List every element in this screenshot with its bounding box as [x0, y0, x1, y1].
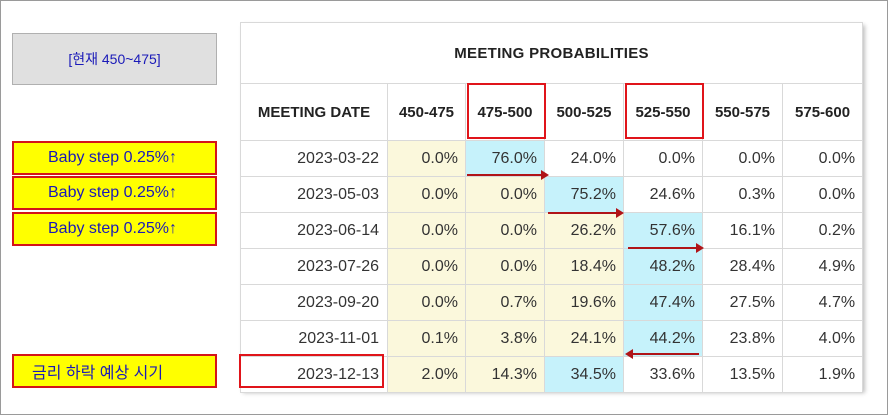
probability-cell: 23.8% — [702, 320, 783, 357]
rate-cut-text: 금리 하락 예상 시기 — [32, 365, 164, 382]
probability-cell: 0.0% — [465, 212, 545, 249]
probability-cell: 0.1% — [387, 320, 466, 357]
arrow-right-icon — [628, 243, 704, 253]
meeting-date-cell: 2023-11-01 — [240, 320, 388, 357]
probability-cell: 34.5% — [544, 356, 624, 393]
probability-cell: 0.0% — [781, 176, 864, 213]
probability-cell: 0.0% — [387, 248, 466, 285]
probability-cell: 24.1% — [544, 320, 624, 357]
rate-cut-label: 금리 하락 예상 시기 — [12, 354, 217, 388]
meeting-date-cell: 2023-06-14 — [240, 212, 388, 249]
probability-cell: 24.6% — [623, 176, 703, 213]
probability-cell: 48.2% — [623, 248, 703, 285]
meeting-date-cell: 2023-05-03 — [240, 176, 388, 213]
probability-cell: 47.4% — [623, 284, 703, 321]
table-row: 2023-05-03 0.0% 0.0% 75.2% 24.6% 0.3% 0.… — [240, 176, 864, 213]
table-row: 2023-03-22 0.0% 76.0% 24.0% 0.0% 0.0% 0.… — [240, 140, 864, 177]
meeting-date-cell: 2023-03-22 — [240, 140, 388, 177]
probability-cell: 4.9% — [781, 248, 864, 285]
probability-cell: 4.7% — [781, 284, 864, 321]
probability-cell: 44.2% — [623, 320, 703, 357]
probability-cell: 0.0% — [387, 140, 466, 177]
probability-cell: 0.0% — [465, 248, 545, 285]
baby-step-label: Baby step 0.25%↑ — [12, 176, 217, 210]
probability-cell: 19.6% — [544, 284, 624, 321]
current-range-label: [현재 450~475] — [68, 51, 161, 67]
probability-cell: 0.0% — [387, 212, 466, 249]
column-header: 575-600 — [781, 83, 864, 141]
probability-cell: 28.4% — [702, 248, 783, 285]
meeting-date-header: MEETING DATE — [240, 83, 388, 141]
probability-cell: 3.8% — [465, 320, 545, 357]
table-row: 2023-09-20 0.0% 0.7% 19.6% 47.4% 27.5% 4… — [240, 284, 864, 321]
meeting-date-cell: 2023-07-26 — [240, 248, 388, 285]
probability-cell: 2.0% — [387, 356, 466, 393]
table-row: 2023-06-14 0.0% 0.0% 26.2% 57.6% 16.1% 0… — [240, 212, 864, 249]
probability-cell: 0.0% — [702, 140, 783, 177]
probability-cell: 1.9% — [781, 356, 864, 393]
probability-cell: 75.2% — [544, 176, 624, 213]
arrow-right-icon — [467, 170, 549, 180]
probability-cell: 13.5% — [702, 356, 783, 393]
title-row: MEETING PROBABILITIES — [239, 22, 864, 84]
table-row: 2023-11-01 0.1% 3.8% 24.1% 44.2% 23.8% 4… — [240, 320, 864, 357]
column-header: 450-475 — [387, 83, 466, 141]
header-row: MEETING DATE 450-475 475-500 500-525 525… — [240, 83, 864, 141]
probability-cell: 24.0% — [544, 140, 624, 177]
baby-step-label: Baby step 0.25%↑ — [12, 141, 217, 175]
probability-cell: 57.6% — [623, 212, 703, 249]
current-range-box: [현재 450~475] — [12, 33, 217, 85]
meeting-date-cell: 2023-12-13 — [240, 356, 388, 393]
table-title: MEETING PROBABILITIES — [239, 22, 864, 84]
probability-cell: 14.3% — [465, 356, 545, 393]
baby-step-label: Baby step 0.25%↑ — [12, 212, 217, 246]
probability-cell: 0.0% — [623, 140, 703, 177]
table-row: 2023-12-13 2.0% 14.3% 34.5% 33.6% 13.5% … — [240, 356, 864, 393]
probability-cell: 27.5% — [702, 284, 783, 321]
arrow-right-icon — [548, 208, 624, 218]
baby-step-text: Baby step 0.25%↑ — [48, 184, 177, 201]
baby-step-text: Baby step 0.25%↑ — [48, 220, 177, 237]
probability-cell: 0.7% — [465, 284, 545, 321]
probability-cell: 0.0% — [465, 176, 545, 213]
probability-cell: 0.2% — [781, 212, 864, 249]
probability-cell: 0.0% — [387, 176, 466, 213]
probability-cell: 4.0% — [781, 320, 864, 357]
probability-cell: 26.2% — [544, 212, 624, 249]
column-header: 475-500 — [465, 83, 545, 141]
probability-cell: 16.1% — [702, 212, 783, 249]
meeting-date-cell: 2023-09-20 — [240, 284, 388, 321]
arrow-left-icon — [625, 349, 699, 359]
meeting-probabilities-table-container: MEETING PROBABILITIES MEETING DATE 450-4… — [239, 22, 864, 393]
column-header: 550-575 — [702, 83, 783, 141]
column-header: 500-525 — [544, 83, 624, 141]
meeting-probabilities-table: MEETING PROBABILITIES MEETING DATE 450-4… — [239, 22, 864, 393]
column-header: 525-550 — [623, 83, 703, 141]
probability-cell: 0.0% — [387, 284, 466, 321]
baby-step-text: Baby step 0.25%↑ — [48, 149, 177, 166]
probability-cell: 76.0% — [465, 140, 545, 177]
probability-cell: 0.3% — [702, 176, 783, 213]
probability-cell: 0.0% — [781, 140, 864, 177]
table-row: 2023-07-26 0.0% 0.0% 18.4% 48.2% 28.4% 4… — [240, 248, 864, 285]
probability-cell: 18.4% — [544, 248, 624, 285]
probability-cell: 33.6% — [623, 356, 703, 393]
